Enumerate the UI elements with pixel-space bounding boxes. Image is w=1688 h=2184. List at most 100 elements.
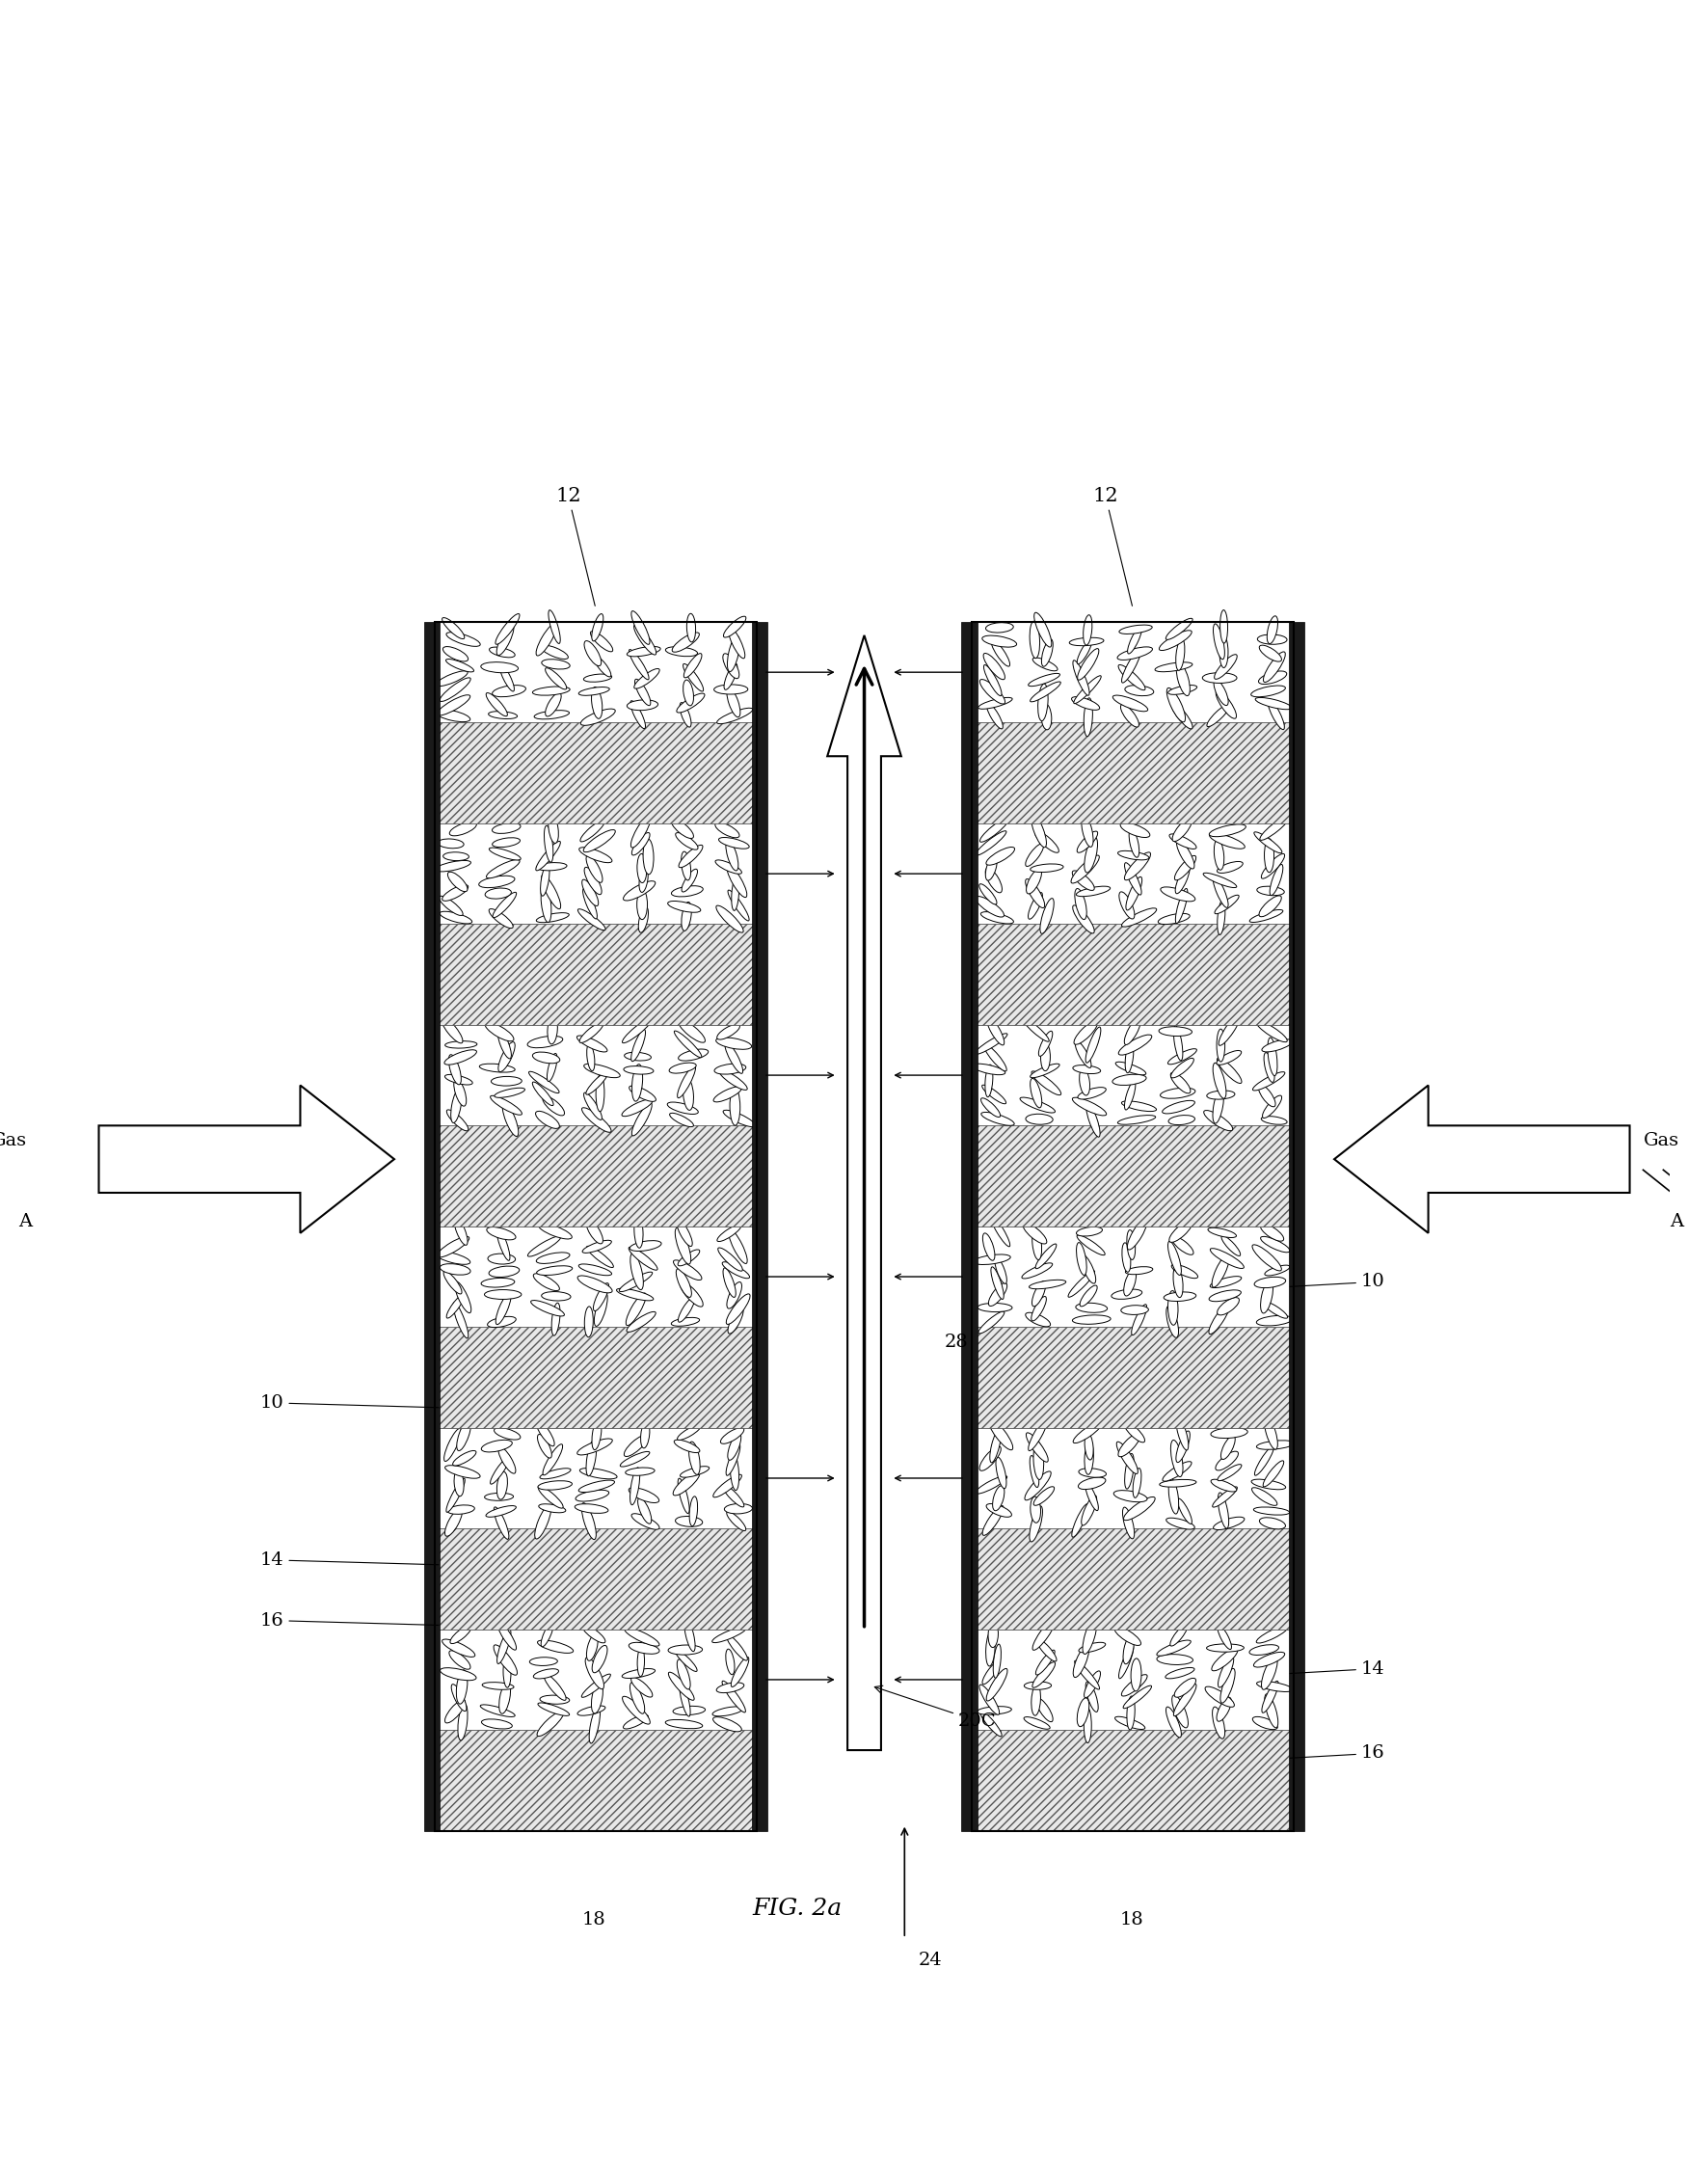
Ellipse shape <box>451 1625 471 1645</box>
Ellipse shape <box>1217 1297 1239 1315</box>
Ellipse shape <box>1074 1422 1102 1444</box>
Ellipse shape <box>1163 1101 1195 1114</box>
Ellipse shape <box>490 646 515 657</box>
Ellipse shape <box>1123 1507 1134 1540</box>
Ellipse shape <box>979 1684 999 1714</box>
Ellipse shape <box>447 1505 474 1514</box>
Ellipse shape <box>728 627 744 657</box>
Ellipse shape <box>490 1096 522 1114</box>
Ellipse shape <box>1131 1304 1146 1334</box>
Ellipse shape <box>1085 1103 1101 1138</box>
Ellipse shape <box>682 869 697 891</box>
Ellipse shape <box>1026 869 1041 893</box>
Ellipse shape <box>682 852 690 880</box>
Ellipse shape <box>687 614 695 642</box>
Ellipse shape <box>436 1251 471 1265</box>
Ellipse shape <box>716 860 741 874</box>
Ellipse shape <box>1077 649 1099 679</box>
Ellipse shape <box>1119 891 1134 919</box>
Ellipse shape <box>626 646 660 657</box>
Ellipse shape <box>1028 893 1043 919</box>
Ellipse shape <box>1033 1618 1055 1651</box>
Ellipse shape <box>719 1070 748 1090</box>
Ellipse shape <box>1128 1697 1134 1730</box>
Ellipse shape <box>684 679 694 705</box>
Ellipse shape <box>1254 1278 1286 1289</box>
Ellipse shape <box>1215 690 1236 719</box>
Ellipse shape <box>537 913 569 922</box>
Ellipse shape <box>1220 609 1227 644</box>
Ellipse shape <box>594 655 611 677</box>
Ellipse shape <box>616 1289 653 1302</box>
Ellipse shape <box>626 1313 655 1332</box>
Ellipse shape <box>1025 1717 1050 1730</box>
Ellipse shape <box>1084 1671 1101 1697</box>
Ellipse shape <box>537 1435 552 1459</box>
Ellipse shape <box>1131 1658 1141 1690</box>
Bar <box>434 924 756 1024</box>
Ellipse shape <box>1025 878 1045 909</box>
Ellipse shape <box>1112 1075 1146 1085</box>
Ellipse shape <box>481 1706 515 1717</box>
Ellipse shape <box>579 1481 614 1492</box>
Ellipse shape <box>1085 1483 1099 1511</box>
Ellipse shape <box>1163 1293 1197 1302</box>
Bar <box>972 1730 1295 1830</box>
Ellipse shape <box>636 854 647 882</box>
Ellipse shape <box>582 880 598 906</box>
Ellipse shape <box>991 1267 1004 1299</box>
Ellipse shape <box>1020 1096 1055 1114</box>
Ellipse shape <box>1117 852 1150 860</box>
Ellipse shape <box>726 1293 749 1324</box>
Ellipse shape <box>1256 1682 1293 1693</box>
Bar <box>960 622 977 1830</box>
Ellipse shape <box>1072 697 1099 710</box>
Ellipse shape <box>1160 1088 1195 1099</box>
Ellipse shape <box>1124 1496 1155 1520</box>
Ellipse shape <box>495 1428 520 1439</box>
Ellipse shape <box>1077 640 1092 664</box>
Ellipse shape <box>490 1457 510 1485</box>
Ellipse shape <box>1214 679 1229 705</box>
Ellipse shape <box>717 1247 743 1271</box>
Ellipse shape <box>728 688 741 716</box>
Ellipse shape <box>437 695 471 716</box>
Ellipse shape <box>1038 684 1048 721</box>
Ellipse shape <box>1077 1697 1089 1728</box>
Ellipse shape <box>582 1625 606 1642</box>
Ellipse shape <box>1041 640 1053 666</box>
Ellipse shape <box>728 1308 743 1334</box>
Ellipse shape <box>451 1090 463 1123</box>
Bar <box>434 1125 756 1227</box>
Ellipse shape <box>1033 1441 1043 1479</box>
Ellipse shape <box>1210 1249 1244 1269</box>
Ellipse shape <box>1077 1243 1087 1275</box>
Ellipse shape <box>1259 670 1286 684</box>
Ellipse shape <box>1156 1640 1190 1655</box>
Ellipse shape <box>493 823 520 834</box>
Ellipse shape <box>1161 887 1195 902</box>
Ellipse shape <box>1033 657 1058 670</box>
Ellipse shape <box>674 1031 702 1057</box>
Ellipse shape <box>457 1704 468 1741</box>
Ellipse shape <box>1121 649 1141 684</box>
Ellipse shape <box>972 1064 1004 1075</box>
Ellipse shape <box>441 677 471 701</box>
Ellipse shape <box>1212 1487 1237 1507</box>
Ellipse shape <box>496 1293 511 1324</box>
Ellipse shape <box>1030 1079 1041 1107</box>
Ellipse shape <box>1075 1042 1090 1068</box>
Ellipse shape <box>547 1053 557 1081</box>
Ellipse shape <box>679 1020 706 1042</box>
Ellipse shape <box>579 688 609 695</box>
Ellipse shape <box>982 1505 1003 1535</box>
Ellipse shape <box>586 1658 604 1688</box>
Ellipse shape <box>1261 1236 1290 1251</box>
Ellipse shape <box>446 1509 463 1535</box>
Text: 18: 18 <box>1119 1911 1143 1928</box>
Ellipse shape <box>672 887 702 898</box>
Ellipse shape <box>533 1273 559 1291</box>
Ellipse shape <box>986 1016 1004 1046</box>
Ellipse shape <box>630 649 648 679</box>
Ellipse shape <box>1075 889 1087 919</box>
